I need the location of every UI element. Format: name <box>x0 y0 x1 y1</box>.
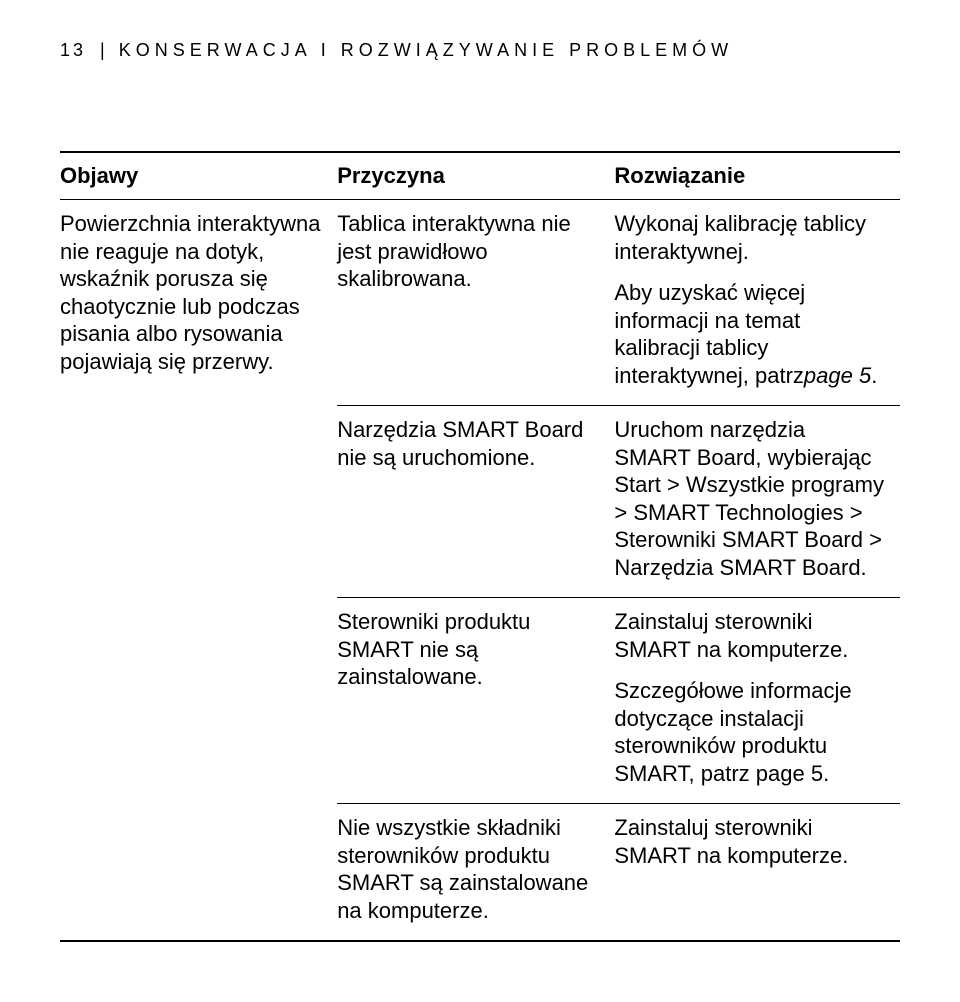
solution-cell: Zainstaluj sterowniki SMART na komputerz… <box>614 804 900 942</box>
page-header: 13 | KONSERWACJA I ROZWIĄZYWANIE PROBLEM… <box>60 40 900 61</box>
cause-text: Nie wszystkie składniki sterowników prod… <box>337 814 600 924</box>
header-title: KONSERWACJA I ROZWIĄZYWANIE PROBLEMÓW <box>119 40 733 60</box>
cause-cell: Narzędzia SMART Board nie są uruchomione… <box>337 406 614 598</box>
solution-text: Szczegółowe informacje dotyczące instala… <box>614 677 886 787</box>
solution-fragment: Aby uzyskać więcej informacji na temat k… <box>614 280 805 388</box>
cause-text: Sterowniki produktu SMART nie są zainsta… <box>337 608 600 691</box>
col-cause: Przyczyna <box>337 152 614 200</box>
cause-cell: Tablica interaktywna nie jest prawidłowo… <box>337 200 614 406</box>
solution-fragment: . <box>871 363 877 388</box>
solution-text: Zainstaluj sterowniki SMART na komputerz… <box>614 608 886 663</box>
symptom-text: Powierzchnia interaktywna nie reaguje na… <box>60 210 323 375</box>
solution-text: Wykonaj kalibrację tablicy interaktywnej… <box>614 210 886 265</box>
troubleshoot-table: Objawy Przyczyna Rozwiązanie Powierzchni… <box>60 151 900 942</box>
col-symptoms: Objawy <box>60 152 337 200</box>
solution-cell: Uruchom narzędzia SMART Board, wybierają… <box>614 406 900 598</box>
cause-text: Narzędzia SMART Board nie są uruchomione… <box>337 416 600 471</box>
cause-cell: Nie wszystkie składniki sterowników prod… <box>337 804 614 942</box>
solution-cell: Wykonaj kalibrację tablicy interaktywnej… <box>614 200 900 406</box>
solution-text: Uruchom narzędzia SMART Board, wybierają… <box>614 416 886 581</box>
solution-text: Zainstaluj sterowniki SMART na komputerz… <box>614 814 886 869</box>
table-header-row: Objawy Przyczyna Rozwiązanie <box>60 152 900 200</box>
page-number: 13 <box>60 40 86 60</box>
col-solution: Rozwiązanie <box>614 152 900 200</box>
symptom-cell: Powierzchnia interaktywna nie reaguje na… <box>60 200 337 942</box>
solution-text: Aby uzyskać więcej informacji na temat k… <box>614 279 886 389</box>
cause-text: Tablica interaktywna nie jest prawidłowo… <box>337 210 600 293</box>
table-row: Powierzchnia interaktywna nie reaguje na… <box>60 200 900 406</box>
solution-cell: Zainstaluj sterowniki SMART na komputerz… <box>614 598 900 804</box>
solution-page-ref: page 5 <box>804 363 871 388</box>
header-divider: | <box>100 40 105 60</box>
cause-cell: Sterowniki produktu SMART nie są zainsta… <box>337 598 614 804</box>
